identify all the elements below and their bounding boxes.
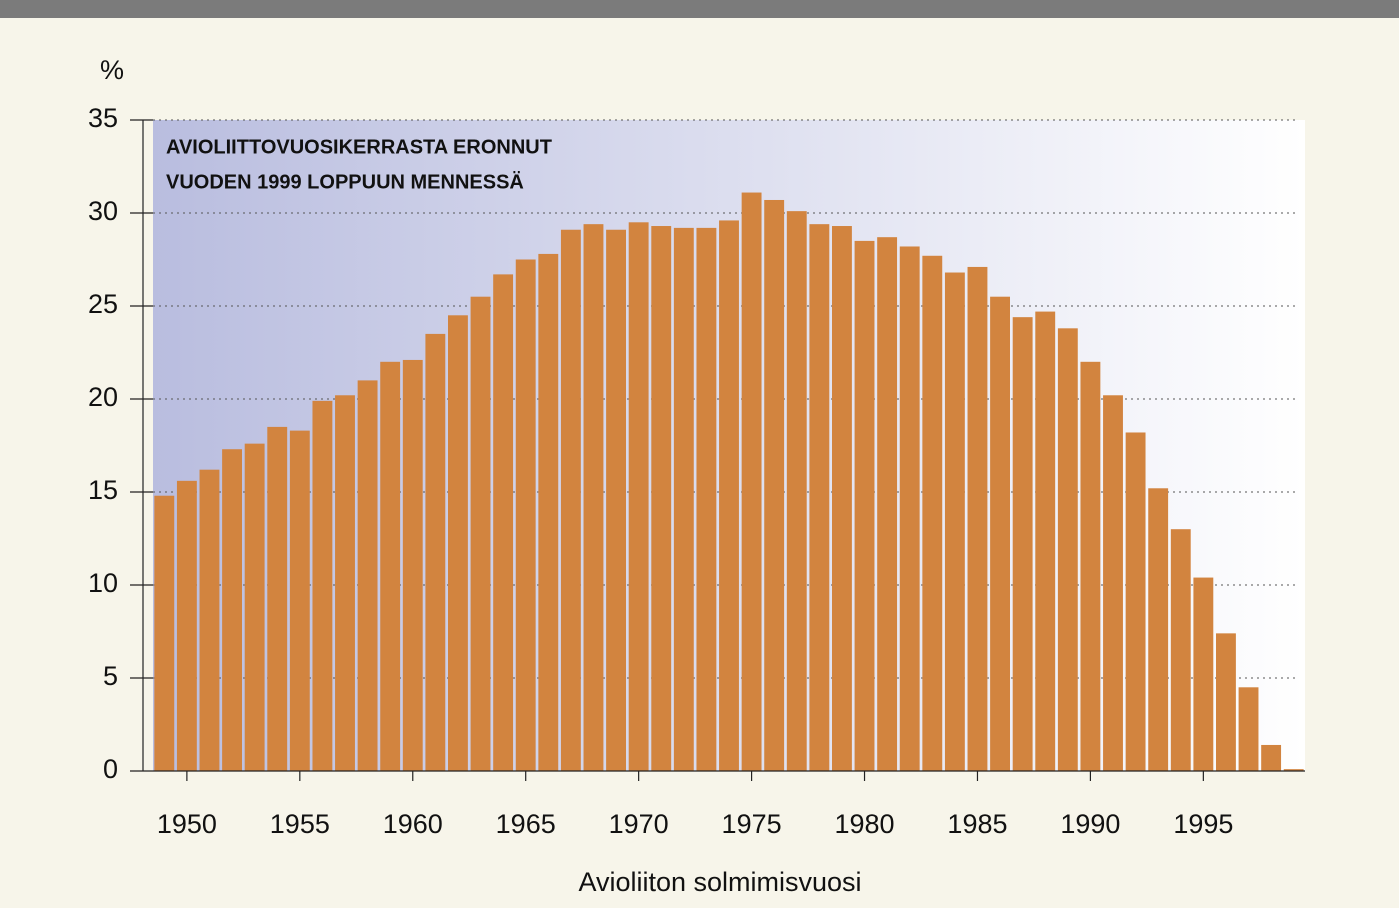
bar [222,449,242,771]
bar [1238,687,1259,771]
x-axis-label: Avioliiton solmimisvuosi [578,867,861,897]
bar [832,226,852,771]
bar [267,426,288,771]
bar [335,395,355,771]
bar [651,226,672,771]
bar [1103,395,1123,771]
bar [448,315,468,771]
bar [538,253,559,772]
bar [1080,361,1101,771]
bar [1261,744,1282,771]
bar [922,255,943,771]
bar [606,229,626,772]
x-tick-label: 1965 [496,809,556,839]
bar [357,380,378,771]
y-tick-label: 0 [103,754,118,784]
bar [1216,633,1236,771]
x-tick-label: 1970 [609,809,669,839]
bar [764,199,785,772]
x-tick-label: 1995 [1173,809,1233,839]
bar [289,430,310,771]
bar [583,224,604,771]
bar [1193,577,1214,771]
bar [1148,488,1169,771]
bar [1035,311,1056,771]
bar [199,469,220,771]
x-tick-label: 1950 [157,809,217,839]
bar [673,227,694,771]
bar [244,443,265,771]
bar [312,400,333,771]
bar [1012,317,1033,771]
bar [741,192,762,772]
bar [380,361,401,771]
y-axis-label: % [100,55,124,85]
y-tick-label: 5 [103,661,118,691]
y-tick-label: 30 [88,196,118,226]
x-tick-label: 1990 [1060,809,1120,839]
y-tick-label: 35 [88,103,118,133]
x-tick-label: 1960 [383,809,443,839]
bar [176,480,197,771]
bar [154,495,175,771]
bar [944,272,965,771]
y-tick-label: 20 [88,382,118,412]
bar [1057,328,1078,771]
x-tick-label: 1985 [947,809,1007,839]
bar [696,227,717,771]
bar [990,296,1010,771]
chart-title: VUODEN 1999 LOPPUUN MENNESSÄ [166,170,524,193]
y-tick-label: 10 [88,568,118,598]
bar [854,240,875,771]
bar [786,211,807,771]
bar [719,220,739,771]
y-tick-label: 25 [88,289,118,319]
bar [1125,432,1146,771]
bar [470,296,491,771]
bar [515,259,536,771]
chart-title: AVIOLIITTOVUOSIKERRASTA ERONNUT [166,136,552,158]
x-tick-label: 1980 [834,809,894,839]
top-band [0,0,1399,18]
bar [899,246,920,772]
y-tick-label: 15 [88,475,118,505]
bar [967,266,988,771]
bar [809,224,830,771]
bar [425,333,446,771]
bar [628,222,649,772]
bar [1170,529,1191,771]
bar [560,229,581,772]
x-tick-label: 1975 [722,809,782,839]
bar [1283,769,1304,771]
bar [402,359,423,771]
x-tick-label: 1955 [270,809,330,839]
bar [493,274,514,771]
bar [877,237,898,771]
